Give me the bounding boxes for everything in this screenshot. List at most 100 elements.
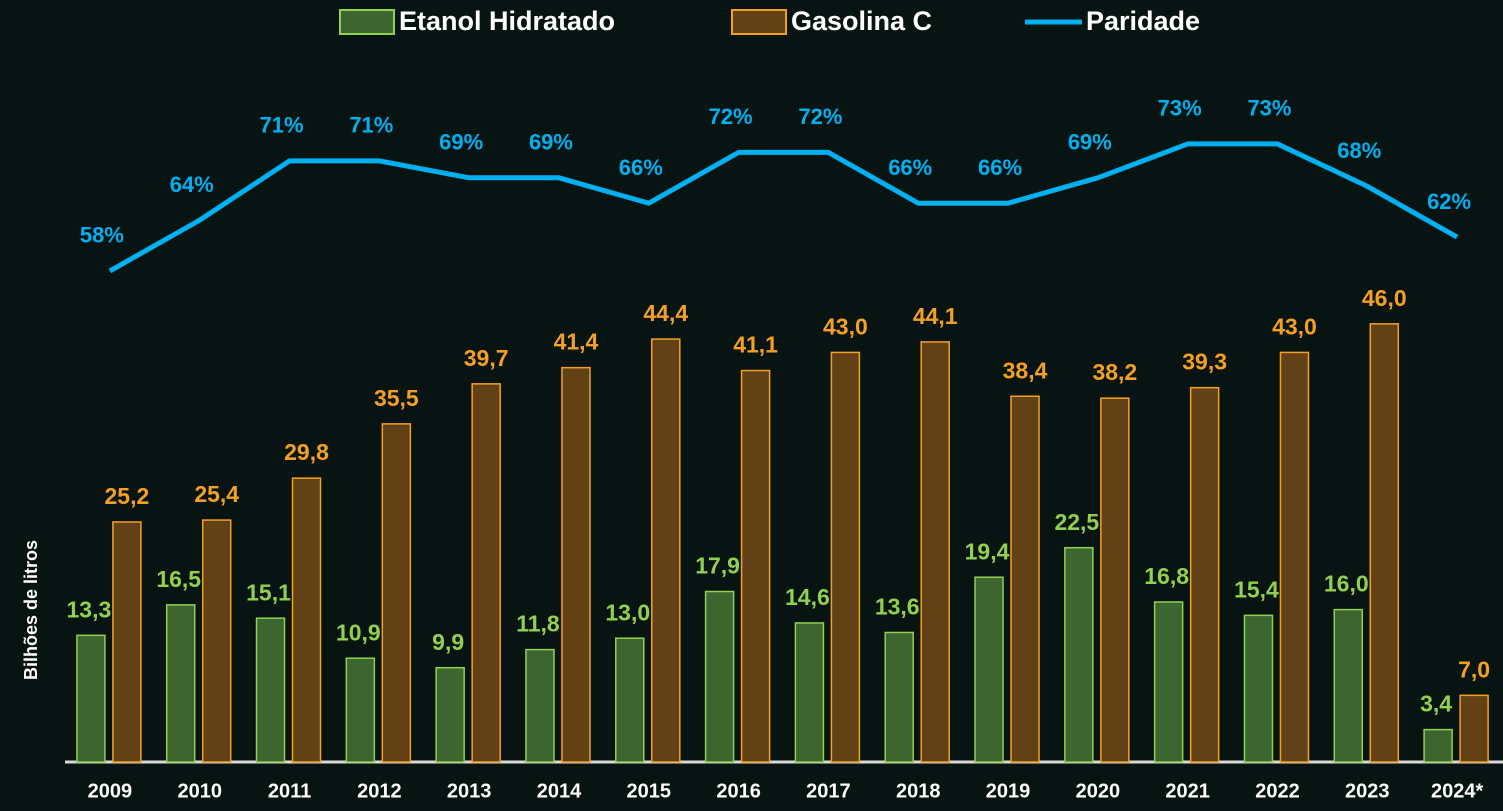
data-label: 41,4 — [554, 329, 599, 355]
legend-label: Etanol Hidratado — [399, 6, 615, 36]
data-label: 16,0 — [1324, 571, 1369, 597]
x-tick-label: 2011 — [268, 780, 311, 802]
data-label: 22,5 — [1054, 509, 1099, 535]
data-label: 9,9 — [432, 629, 464, 655]
bar — [561, 366, 591, 763]
data-label: 72% — [709, 104, 753, 129]
data-label: 41,1 — [733, 332, 778, 358]
data-label: 13,0 — [605, 599, 650, 625]
data-label: 35,5 — [374, 385, 419, 411]
bar — [1010, 395, 1040, 763]
data-label: 14,6 — [785, 584, 830, 610]
x-tick-label: 2022 — [1255, 780, 1300, 802]
legend-swatch — [339, 9, 395, 35]
data-label: 66% — [888, 155, 932, 180]
data-label: 10,9 — [336, 619, 381, 645]
bar — [1243, 614, 1274, 763]
x-tick-label: 2023 — [1345, 780, 1390, 802]
bar — [76, 634, 106, 763]
x-tick-label: 2019 — [986, 780, 1031, 802]
x-tick-label: 2020 — [1076, 780, 1121, 802]
bar — [1100, 397, 1130, 763]
data-label: 44,1 — [913, 303, 958, 329]
bar — [884, 631, 914, 763]
data-label: 13,3 — [67, 596, 112, 622]
line — [108, 141, 1459, 274]
bar — [1423, 728, 1453, 763]
x-tick-label: 2024* — [1431, 780, 1483, 802]
bar — [1153, 601, 1184, 763]
bar — [920, 341, 950, 763]
data-label: 13,6 — [875, 594, 920, 620]
bar — [1459, 694, 1489, 763]
bar — [201, 519, 232, 763]
bar — [1333, 608, 1364, 763]
bar — [471, 383, 501, 763]
data-label: 3,4 — [1420, 691, 1452, 717]
data-label: 69% — [1068, 130, 1112, 155]
data-label: 15,4 — [1234, 576, 1279, 602]
bar — [1064, 546, 1094, 763]
bar — [651, 338, 681, 763]
data-label: 71% — [260, 113, 304, 138]
data-label: 68% — [1337, 138, 1381, 163]
data-label: 25,4 — [194, 481, 239, 507]
x-tick-label: 2012 — [357, 780, 402, 802]
data-label: 46,0 — [1362, 285, 1407, 311]
data-label: 73% — [1247, 96, 1291, 121]
data-label: 25,2 — [105, 483, 150, 509]
x-tick-label: 2017 — [806, 780, 851, 802]
data-label: 71% — [349, 113, 393, 138]
data-label: 19,4 — [965, 538, 1010, 564]
bar — [255, 617, 286, 763]
data-label: 29,8 — [284, 439, 329, 465]
bar — [165, 604, 196, 763]
data-label: 73% — [1158, 96, 1202, 121]
data-label: 38,4 — [1003, 357, 1048, 383]
data-label: 39,7 — [464, 345, 509, 371]
data-label: 15,1 — [246, 579, 291, 605]
legend-label: Paridade — [1086, 6, 1200, 36]
x-tick-label: 2021 — [1165, 780, 1210, 802]
data-label: 38,2 — [1092, 359, 1137, 385]
bar — [381, 423, 412, 763]
data-label: 62% — [1427, 189, 1471, 214]
bar — [974, 576, 1004, 763]
bar — [830, 351, 861, 763]
bar — [1369, 323, 1400, 763]
legend-swatch — [731, 9, 787, 35]
data-label: 64% — [170, 172, 214, 197]
y-axis-label: Bilhões de litros — [21, 540, 41, 680]
data-label: 44,4 — [643, 300, 688, 326]
bar — [1189, 386, 1220, 763]
bar — [740, 369, 771, 763]
data-label: 58% — [80, 223, 124, 248]
bar — [794, 622, 825, 763]
x-tick-label: 2015 — [627, 780, 672, 802]
data-label: 66% — [978, 155, 1022, 180]
data-label: 16,5 — [156, 566, 201, 592]
data-label: 69% — [439, 130, 483, 155]
bar — [435, 666, 465, 763]
bar — [704, 590, 735, 763]
data-label: 16,8 — [1144, 563, 1189, 589]
data-label: 66% — [619, 155, 663, 180]
x-tick-label: 2010 — [177, 780, 222, 802]
legend-label: Gasolina C — [791, 6, 932, 36]
bar — [291, 477, 322, 763]
x-tick-label: 2018 — [896, 780, 941, 802]
data-label: 43,0 — [1272, 314, 1317, 340]
bar — [345, 657, 376, 763]
x-tick-label: 2009 — [88, 780, 133, 802]
x-tick-label: 2014 — [537, 780, 582, 802]
x-tick-label: 2016 — [716, 780, 761, 802]
data-label: 17,9 — [695, 553, 740, 579]
data-label: 7,0 — [1458, 656, 1490, 682]
bar — [1279, 351, 1310, 763]
data-label: 72% — [798, 104, 842, 129]
data-label: 11,8 — [516, 611, 560, 637]
data-label: 43,0 — [823, 314, 868, 340]
data-label: 69% — [529, 130, 573, 155]
bar — [525, 648, 555, 763]
